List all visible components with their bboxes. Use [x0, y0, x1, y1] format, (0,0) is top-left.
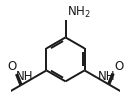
Text: O: O [7, 60, 17, 73]
Text: O: O [114, 60, 124, 73]
Text: NH: NH [16, 71, 34, 83]
Text: NH$_2$: NH$_2$ [67, 5, 91, 20]
Text: NH: NH [97, 71, 115, 83]
